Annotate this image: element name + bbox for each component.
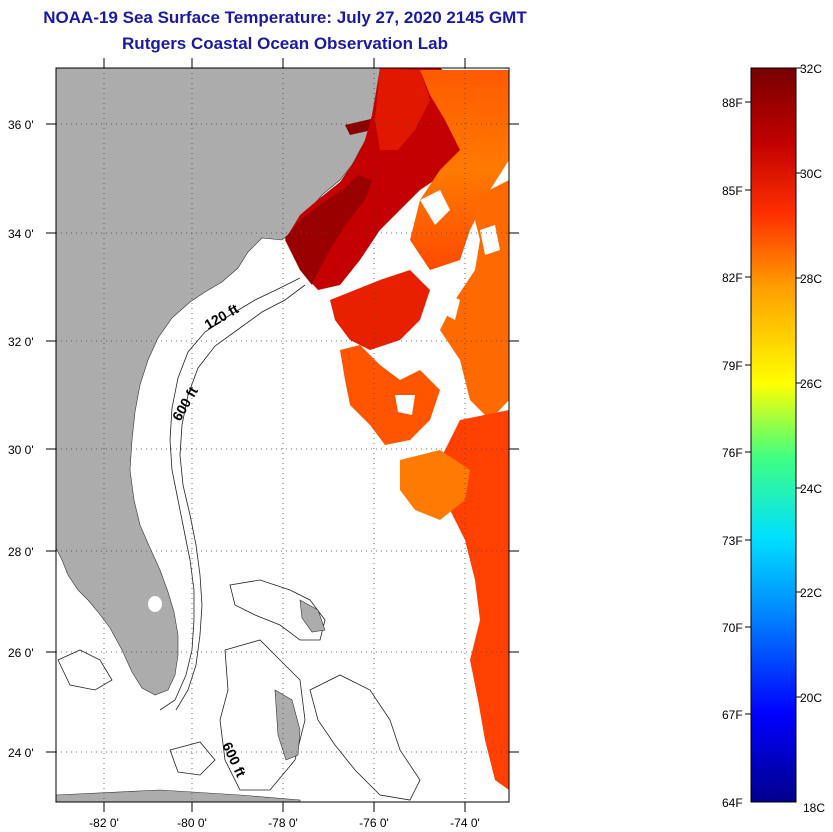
- map-title: NOAA-19 Sea Surface Temperature: July 27…: [43, 8, 527, 27]
- lat-label-24: 24 0': [8, 746, 34, 760]
- cb-label-18c: 18C: [803, 801, 825, 815]
- inlet-water: [345, 118, 375, 135]
- lon-label-74: -74 0': [450, 816, 480, 830]
- map-subtitle: Rutgers Coastal Ocean Observation Lab: [122, 34, 448, 53]
- cb-label-70f: 70F: [722, 621, 743, 635]
- bathymetry-contours: [57, 277, 421, 801]
- lake-okeechobee: [148, 596, 162, 612]
- cb-label-76f: 76F: [722, 446, 743, 460]
- lon-label-82: -82 0': [89, 816, 119, 830]
- lon-label-76: -76 0': [359, 816, 389, 830]
- axis-ticks: [46, 58, 519, 812]
- land-mass-cuba: [56, 789, 301, 802]
- cb-label-22c: 22C: [800, 586, 822, 600]
- cb-label-67f: 67F: [722, 708, 743, 722]
- lon-label-80: -80 0': [177, 816, 207, 830]
- lat-label-34: 34 0': [8, 227, 34, 241]
- lat-label-26: 26 0': [8, 646, 34, 660]
- cb-label-82f: 82F: [722, 271, 743, 285]
- cb-label-73f: 73F: [722, 534, 743, 548]
- cb-label-24c: 24C: [800, 482, 822, 496]
- cb-label-28c: 28C: [800, 272, 822, 286]
- cb-label-20c: 20C: [800, 691, 822, 705]
- lat-label-32: 32 0': [8, 335, 34, 349]
- land-mass-bahamas-north: [299, 599, 326, 633]
- lat-label-36: 36 0': [8, 118, 34, 132]
- land-mass-bahamas: [274, 689, 301, 761]
- lat-label-30: 30 0': [8, 443, 34, 457]
- colorbar-ticks: [745, 67, 802, 715]
- cb-label-26c: 26C: [800, 377, 822, 391]
- cb-label-64f: 64F: [722, 796, 743, 810]
- lat-lon-grid: [56, 68, 509, 802]
- cb-label-79f: 79F: [722, 359, 743, 373]
- colorbar: [750, 67, 797, 803]
- lon-label-78: -78 0': [268, 816, 298, 830]
- cb-label-30c: 30C: [800, 167, 822, 181]
- cb-label-88f: 88F: [722, 96, 743, 110]
- lat-label-28: 28 0': [8, 545, 34, 559]
- cb-label-85f: 85F: [722, 184, 743, 198]
- cb-label-32c: 32C: [800, 62, 822, 76]
- sst-data-layer: [285, 68, 509, 790]
